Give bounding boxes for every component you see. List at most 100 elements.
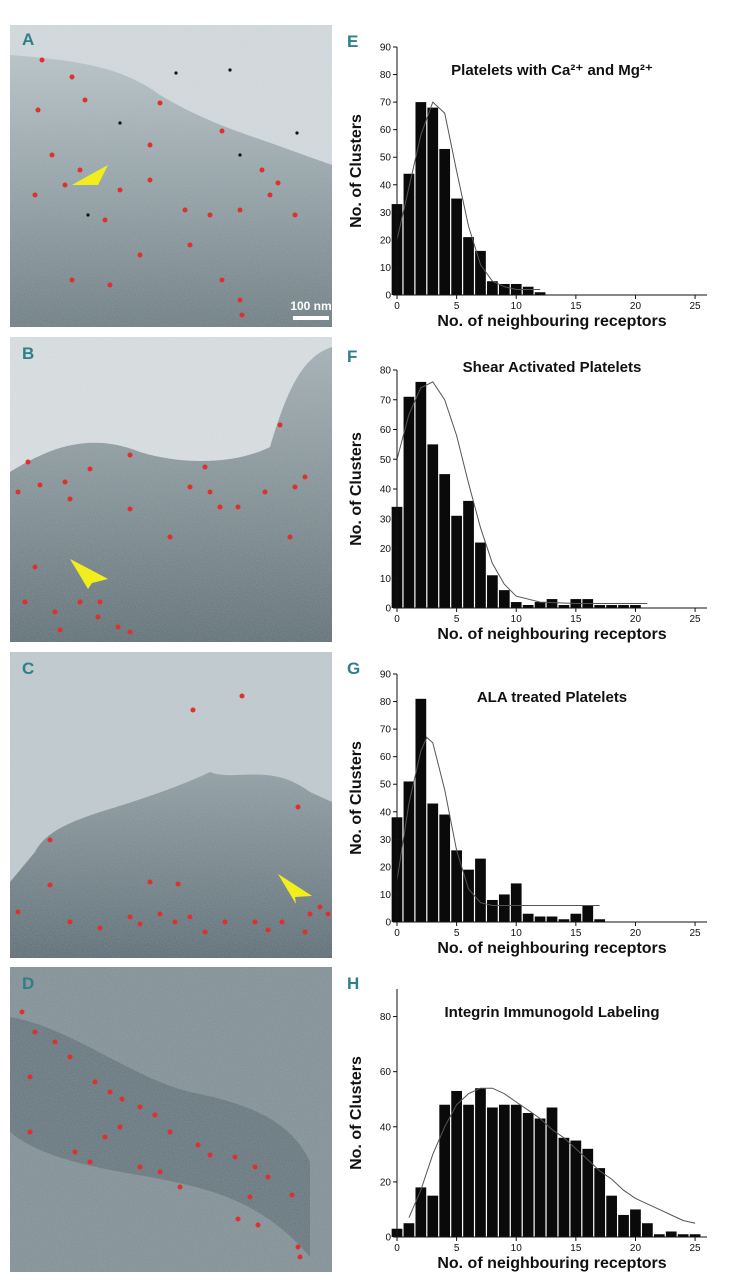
bar bbox=[487, 575, 498, 608]
bar bbox=[427, 1195, 439, 1237]
bar bbox=[522, 913, 534, 922]
y-tick-label: 20 bbox=[380, 1177, 392, 1188]
bar bbox=[582, 1148, 594, 1237]
bar bbox=[606, 605, 617, 608]
x-tick-label: 10 bbox=[511, 301, 523, 312]
panel-label: F bbox=[347, 347, 357, 366]
bar bbox=[439, 1104, 451, 1237]
y-tick-label: 40 bbox=[380, 485, 392, 496]
bar bbox=[558, 605, 570, 608]
panel-label: G bbox=[347, 659, 360, 678]
y-tick-label: 60 bbox=[380, 752, 392, 763]
panel-label-d: D bbox=[22, 974, 34, 993]
y-tick-label: 60 bbox=[380, 425, 392, 436]
bar bbox=[534, 292, 546, 295]
bar bbox=[415, 698, 427, 922]
micrograph-a: 100 nm A bbox=[10, 25, 332, 327]
y-tick-label: 40 bbox=[380, 807, 392, 818]
bar bbox=[463, 237, 474, 295]
y-tick-label: 0 bbox=[385, 604, 391, 615]
bar bbox=[439, 474, 451, 608]
fit-curve bbox=[396, 101, 541, 290]
panel-label-b: B bbox=[22, 344, 34, 363]
bar bbox=[618, 605, 629, 608]
y-tick-label: 40 bbox=[380, 1122, 392, 1133]
x-tick-label: 15 bbox=[570, 614, 582, 625]
chart-h: H Integrin Immunogold Labeling 0 20 40 60 80 0 5… bbox=[345, 967, 730, 1277]
bar bbox=[510, 602, 522, 608]
bar bbox=[534, 602, 546, 608]
x-tick-label: 15 bbox=[570, 928, 582, 939]
y-tick-label: 60 bbox=[380, 125, 392, 136]
bar bbox=[522, 1113, 534, 1237]
bar bbox=[606, 1195, 617, 1237]
bar bbox=[439, 148, 451, 295]
y-tick-label: 80 bbox=[380, 70, 392, 81]
bar bbox=[546, 916, 558, 922]
y-tick-label: 0 bbox=[385, 1233, 391, 1244]
y-tick-label: 50 bbox=[380, 780, 392, 791]
x-axis-label: No. of neighbouring receptors bbox=[437, 1255, 666, 1272]
micrograph-b: B bbox=[10, 337, 332, 642]
y-tick-label: 40 bbox=[380, 180, 392, 191]
bar bbox=[487, 899, 498, 922]
micrograph-c: C bbox=[10, 652, 332, 958]
y-tick-label: 80 bbox=[380, 366, 392, 377]
fit-curve bbox=[396, 736, 600, 906]
y-tick-label: 20 bbox=[380, 235, 392, 246]
x-tick-label: 25 bbox=[690, 1243, 702, 1254]
gold-particles bbox=[32, 57, 298, 318]
y-tick-label: 30 bbox=[380, 208, 392, 219]
panel-label: H bbox=[347, 974, 359, 993]
bar bbox=[463, 869, 474, 922]
x-tick-label: 0 bbox=[394, 614, 400, 625]
y-tick-label: 20 bbox=[380, 862, 392, 873]
bar bbox=[427, 444, 439, 608]
bar bbox=[451, 198, 462, 295]
bar bbox=[451, 1090, 462, 1237]
bar bbox=[546, 599, 558, 608]
y-axis-label: No. of Clusters bbox=[348, 1056, 365, 1170]
x-tick-label: 5 bbox=[454, 928, 460, 939]
bar bbox=[522, 286, 534, 295]
bar bbox=[475, 542, 486, 608]
x-tick-label: 20 bbox=[630, 614, 642, 625]
bar bbox=[403, 173, 415, 295]
x-tick-label: 5 bbox=[454, 614, 460, 625]
y-tick-label: 50 bbox=[380, 153, 392, 164]
bar bbox=[463, 500, 474, 608]
x-tick-label: 10 bbox=[511, 928, 523, 939]
chart-title: Shear Activated Platelets bbox=[463, 359, 642, 376]
bar bbox=[475, 858, 486, 922]
chart-e: E Platelets with Ca²⁺ and Mg²⁺ 0 10 20 30 40 50… bbox=[345, 25, 730, 335]
bar bbox=[546, 1107, 558, 1237]
fit-curve bbox=[408, 1087, 696, 1224]
bar bbox=[522, 605, 534, 608]
bar bbox=[439, 814, 451, 922]
bar bbox=[403, 396, 415, 608]
chart-g: G ALA treated Platelets 0 10 20 30 40 50 60 70 80 9… bbox=[345, 652, 730, 967]
bar bbox=[415, 102, 427, 295]
x-tick-label: 15 bbox=[570, 1243, 582, 1254]
y-tick-label: 0 bbox=[385, 918, 391, 929]
bar bbox=[498, 1104, 510, 1237]
y-tick-label: 20 bbox=[380, 544, 392, 555]
bar bbox=[570, 913, 582, 922]
x-tick-label: 20 bbox=[630, 928, 642, 939]
y-tick-label: 80 bbox=[380, 1012, 392, 1023]
bar bbox=[487, 1107, 498, 1237]
x-tick-label: 0 bbox=[394, 1243, 400, 1254]
bar bbox=[534, 1118, 546, 1237]
x-tick-label: 20 bbox=[630, 1243, 642, 1254]
x-tick-label: 25 bbox=[690, 928, 702, 939]
bar bbox=[415, 381, 427, 608]
arrowhead-marker bbox=[278, 874, 312, 904]
x-tick-label: 10 bbox=[511, 614, 523, 625]
bar bbox=[427, 107, 439, 295]
y-tick-label: 0 bbox=[385, 291, 391, 302]
x-axis-label: No. of neighbouring receptors bbox=[437, 313, 666, 330]
panel-label-c: C bbox=[22, 659, 34, 678]
y-axis-label: No. of Clusters bbox=[348, 114, 365, 228]
bar bbox=[677, 1234, 689, 1237]
